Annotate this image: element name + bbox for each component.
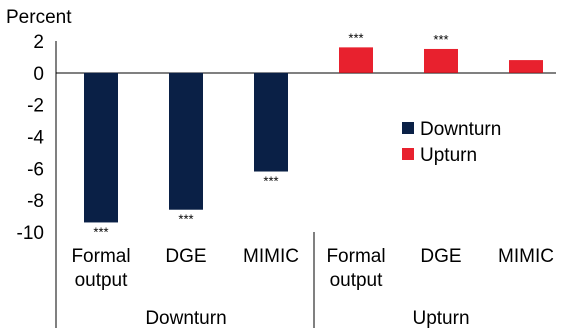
significance-marker: *** [263,174,278,189]
y-tick-label: -10 [17,223,44,244]
bar-downturn [84,72,118,223]
y-axis-label: Percent [6,7,72,28]
y-tick-label: -2 [27,96,44,117]
bars-group [84,47,543,223]
category-label: output [330,270,384,291]
legend-swatch [402,122,414,134]
y-tick-label: -4 [27,128,44,149]
significance-marker: *** [178,212,193,227]
bar-upturn [339,47,373,73]
group-labels: Downturn Upturn [145,308,469,329]
category-label: DGE [420,246,461,267]
legend: Downturn Upturn [402,119,501,166]
y-tick-label: -8 [27,191,44,212]
legend-swatch [402,148,414,160]
significance-marker: *** [348,30,363,45]
significance-markers: *** *** *** *** *** [93,30,448,239]
legend-label: Upturn [420,145,477,166]
significance-marker: *** [93,224,108,239]
bar-upturn [424,48,458,73]
y-tick-label: 0 [33,64,44,85]
significance-marker: *** [433,32,448,47]
category-label: MIMIC [243,246,299,267]
category-label: Formal [71,246,130,267]
group-label: Upturn [412,308,469,329]
y-tick-label: -6 [27,159,44,180]
bar-downturn [254,72,288,172]
bar-upturn [509,60,543,73]
category-label: output [75,270,129,291]
legend-label: Downturn [420,119,501,140]
category-label: DGE [165,246,206,267]
category-label: MIMIC [498,246,554,267]
category-labels: Formal output DGE MIMIC Formal output DGE MIMIC [71,246,554,291]
group-label: Downturn [145,308,226,329]
y-axis-ticks: 2 0 -2 -4 -6 -8 -10 [17,32,45,244]
bar-downturn [169,72,203,210]
y-tick-label: 2 [33,32,44,53]
category-label: Formal [326,246,385,267]
